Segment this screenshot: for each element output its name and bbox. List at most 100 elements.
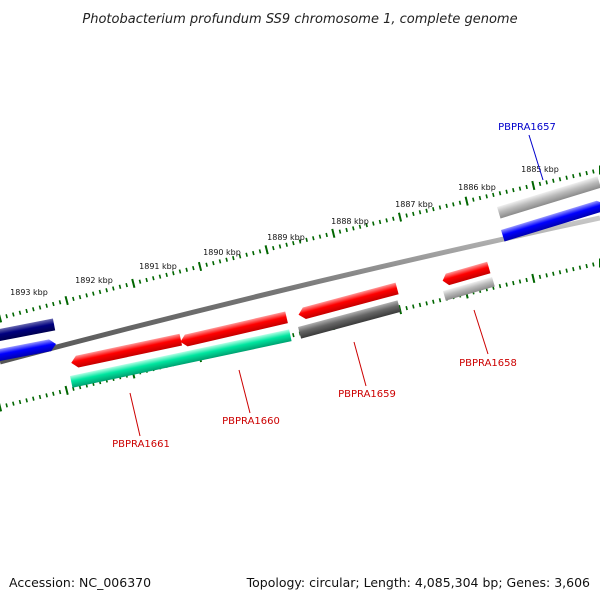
- scale-minor-tick: [352, 226, 355, 231]
- scale-minor-tick: [312, 236, 315, 241]
- scale-minor-tick: [85, 293, 88, 298]
- scale-minor-tick: [518, 279, 522, 284]
- scale-minor-tick: [378, 219, 382, 225]
- leader-PBPRA1660: [238, 369, 251, 414]
- scale-minor-tick: [152, 276, 155, 281]
- scale-minor-tick: [52, 391, 55, 396]
- scale-label-1891: 1891 kbp: [139, 262, 177, 271]
- gene-PBPRA1658-gray[interactable]: [443, 276, 495, 301]
- scale-minor-tick: [572, 267, 575, 272]
- scale-minor-tick: [478, 195, 482, 201]
- scale-minor-tick: [32, 307, 35, 312]
- scale-major-tick: [397, 305, 403, 315]
- gene-label-PBPRA1660[interactable]: PBPRA1660: [222, 416, 280, 427]
- scale-minor-tick: [32, 396, 35, 401]
- scale-minor-tick: [485, 194, 488, 199]
- scale-minor-tick: [245, 252, 248, 257]
- scale-label-1889: 1889 kbp: [267, 233, 305, 242]
- scale-minor-tick: [405, 305, 408, 311]
- scale-major-tick: [64, 295, 69, 306]
- scale-major-tick: [197, 261, 203, 272]
- scale-minor-tick: [585, 263, 588, 269]
- scale-minor-tick: [345, 227, 348, 233]
- gene-label-PBPRA1657[interactable]: PBPRA1657: [498, 122, 556, 133]
- scale-minor-tick: [445, 203, 448, 209]
- gene-PBPRA1660[interactable]: [179, 311, 288, 347]
- scale-minor-tick: [25, 398, 28, 403]
- gene-label-PBPRA1659[interactable]: PBPRA1659: [338, 389, 396, 400]
- scale-minor-tick: [592, 169, 595, 174]
- gene-PBPRA1658[interactable]: [441, 261, 491, 287]
- scale-minor-tick: [498, 284, 502, 289]
- scale-minor-tick: [258, 249, 262, 254]
- gene-label-PBPRA1661[interactable]: PBPRA1661: [112, 439, 170, 450]
- scale-minor-tick: [92, 291, 95, 296]
- scale-label-1892: 1892 kbp: [75, 276, 113, 285]
- scale-minor-tick: [292, 241, 295, 246]
- scale-minor-tick: [472, 197, 475, 202]
- scale-minor-tick: [558, 177, 562, 182]
- gene-PBPRA1659[interactable]: [297, 282, 399, 321]
- accession-text: Accession: NC_006370: [9, 575, 151, 590]
- gene-left-blue[interactable]: [0, 338, 57, 362]
- scale-minor-tick: [238, 254, 242, 259]
- gene-PBPRA1661-teal[interactable]: [70, 329, 292, 388]
- gene-left-navy[interactable]: [0, 318, 56, 342]
- scale-label-1886: 1886 kbp: [458, 183, 496, 192]
- scale-major-tick: [331, 228, 336, 238]
- scale-minor-tick: [458, 200, 462, 205]
- scale-minor-tick: [412, 211, 415, 217]
- leader-PBPRA1659: [353, 341, 367, 387]
- scale-minor-tick: [565, 268, 568, 273]
- scale-minor-tick: [318, 234, 322, 239]
- gene-label-PBPRA1658[interactable]: PBPRA1658: [459, 358, 517, 369]
- scale-minor-tick: [365, 223, 368, 228]
- scale-minor-tick: [278, 244, 282, 249]
- gene-PBPRA1657-top[interactable]: [497, 176, 600, 219]
- scale-minor-tick: [292, 332, 295, 338]
- scale-minor-tick: [338, 229, 342, 234]
- scale-minor-tick: [545, 273, 548, 278]
- scale-minor-tick: [58, 389, 62, 395]
- scale-minor-tick: [18, 399, 22, 405]
- scale-minor-tick: [505, 282, 508, 287]
- scale-minor-tick: [512, 280, 515, 286]
- scale-minor-tick: [105, 288, 108, 293]
- scale-minor-tick: [438, 298, 442, 303]
- genome-summary-text: Topology: circular; Length: 4,085,304 bp…: [246, 575, 590, 590]
- scale-minor-tick: [125, 282, 128, 288]
- scale-minor-tick: [552, 271, 555, 276]
- scale-minor-tick: [505, 189, 508, 194]
- scale-minor-tick: [425, 208, 428, 213]
- outer-scale-ring: [0, 165, 600, 323]
- scale-minor-tick: [5, 314, 8, 319]
- scale-minor-tick: [358, 224, 362, 229]
- scale-minor-tick: [232, 255, 235, 261]
- scale-minor-tick: [18, 310, 22, 315]
- gene-PBPRA1657[interactable]: [501, 198, 600, 242]
- scale-minor-tick: [12, 401, 15, 406]
- scale-minor-tick: [205, 262, 208, 267]
- scale-minor-tick: [25, 308, 28, 314]
- scale-major-tick: [131, 278, 136, 288]
- scale-minor-tick: [578, 265, 582, 270]
- scale-minor-tick: [558, 270, 562, 275]
- scale-minor-tick: [72, 296, 75, 301]
- scale-minor-tick: [218, 259, 222, 264]
- map-title: Photobacterium profundum SS9 chromosome …: [82, 12, 517, 27]
- scale-minor-tick: [158, 274, 162, 279]
- scale-minor-tick: [212, 260, 215, 266]
- gene-PBPRA1661[interactable]: [70, 333, 183, 369]
- scale-minor-tick: [58, 300, 62, 305]
- scale-minor-tick: [38, 305, 42, 310]
- scale-minor-tick: [425, 301, 428, 306]
- scale-minor-tick: [12, 312, 15, 317]
- scale-minor-tick: [585, 170, 588, 176]
- scale-minor-tick: [412, 304, 415, 309]
- scale-minor-tick: [252, 250, 255, 256]
- scale-minor-tick: [418, 302, 422, 308]
- scale-minor-tick: [392, 216, 395, 221]
- scale-minor-tick: [525, 277, 528, 283]
- scale-minor-tick: [578, 172, 582, 177]
- gene-PBPRA1659-gray[interactable]: [298, 300, 401, 339]
